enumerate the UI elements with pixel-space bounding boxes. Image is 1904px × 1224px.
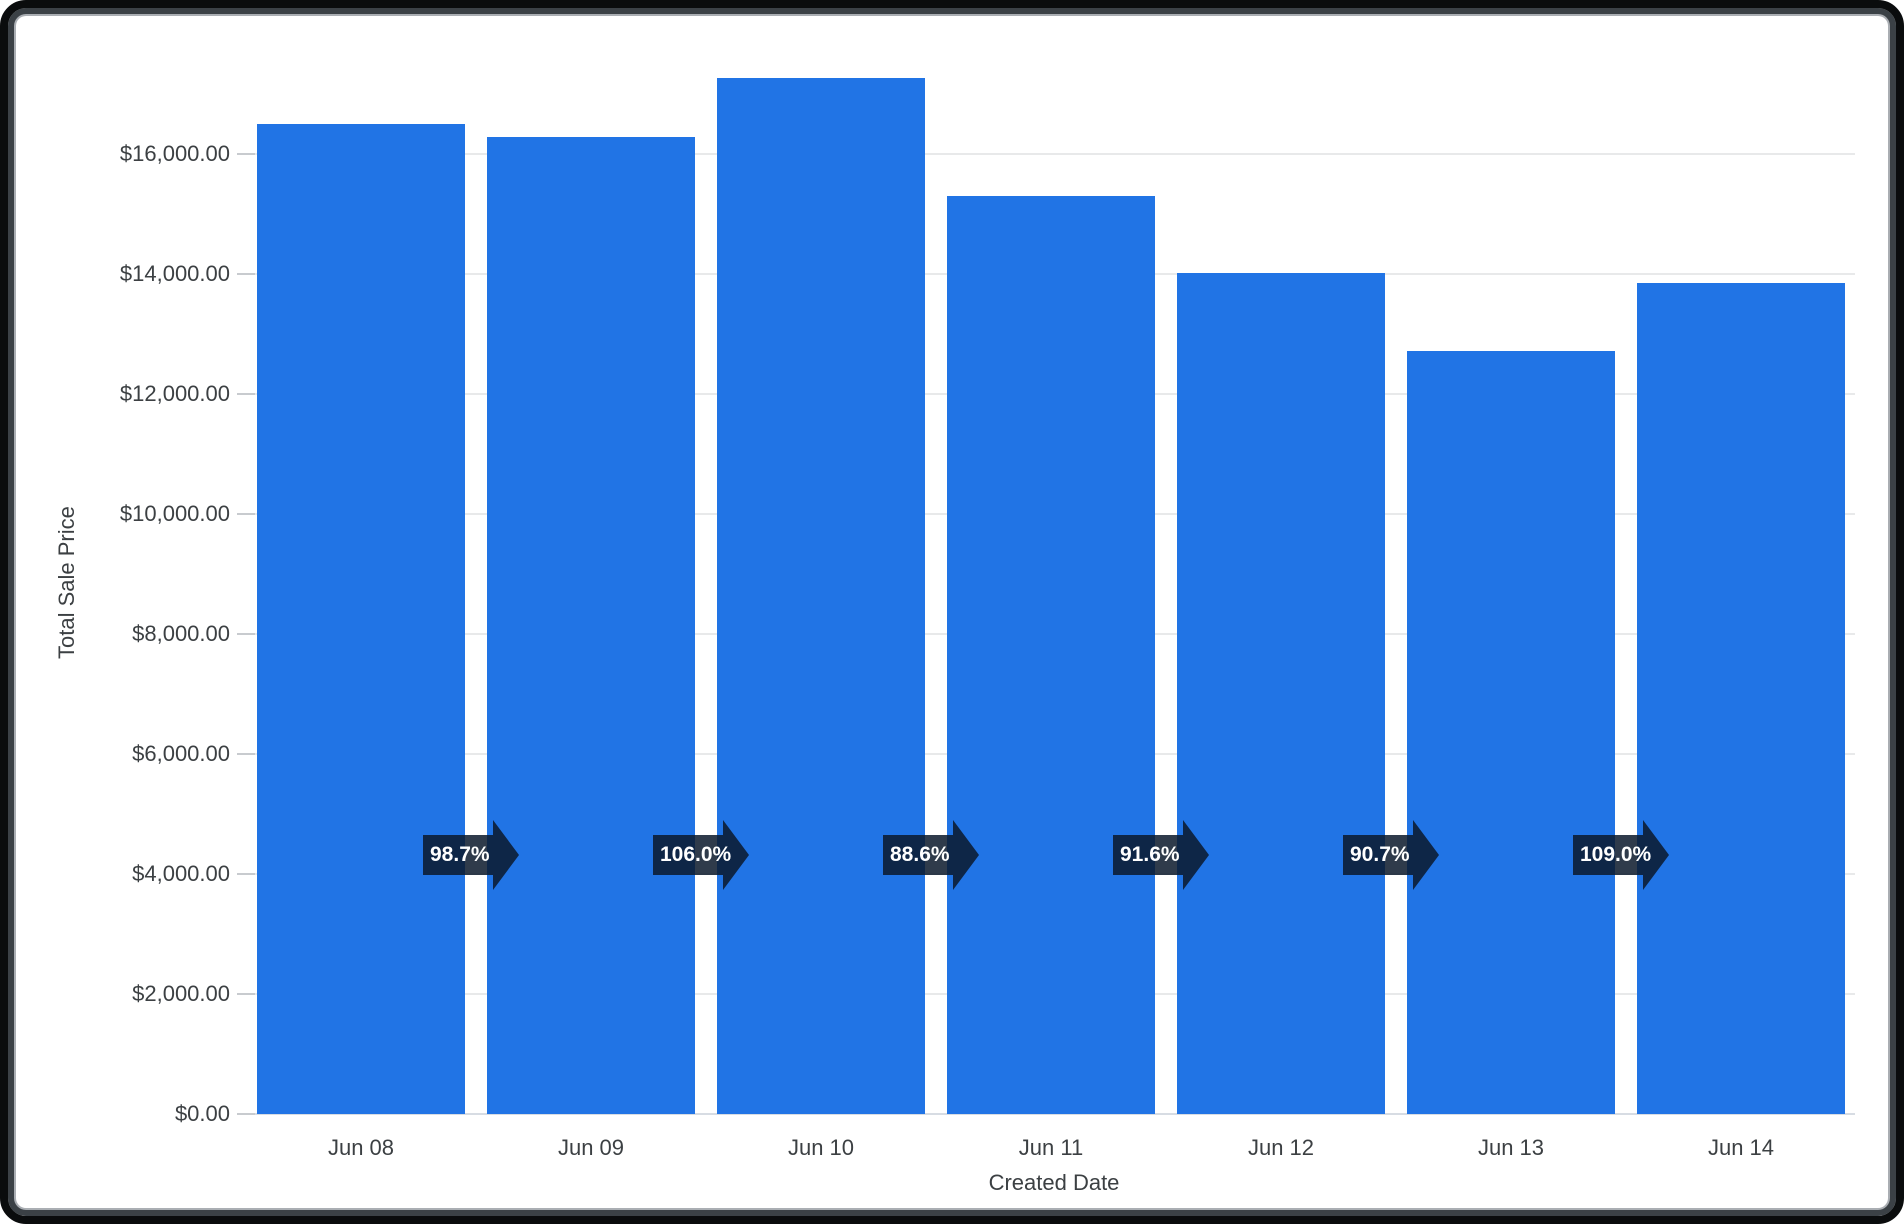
growth-arrow: 90.7%	[1343, 820, 1439, 890]
bar[interactable]	[487, 137, 695, 1114]
growth-arrow-label: 88.6%	[890, 843, 950, 866]
growth-arrow: 98.7%	[423, 820, 519, 890]
y-tick-label: $12,000.00	[119, 381, 230, 406]
x-tick-label: Jun 12	[1247, 1135, 1315, 1160]
growth-arrow-icon	[883, 820, 979, 890]
bar[interactable]	[947, 196, 1155, 1114]
growth-arrow-icon	[1573, 820, 1669, 890]
y-axis-tick-mark	[237, 273, 255, 275]
y-axis-tick-mark	[237, 393, 255, 395]
growth-arrow-icon	[1343, 820, 1439, 890]
y-axis-tick-mark	[237, 633, 255, 635]
y-tick-label: $14,000.00	[119, 261, 230, 286]
x-tick-label: Jun 09	[557, 1135, 625, 1160]
growth-arrow-label: 109.0%	[1580, 843, 1652, 866]
x-tick-label: Jun 10	[787, 1135, 855, 1160]
bar[interactable]	[717, 78, 925, 1114]
y-tick-label: $8,000.00	[132, 621, 230, 646]
growth-arrow: 106.0%	[653, 820, 749, 890]
x-tick-label: Jun 13	[1477, 1135, 1545, 1160]
y-tick-label: $6,000.00	[132, 741, 230, 766]
y-axis-title: Total Sale Price	[54, 506, 79, 660]
bar[interactable]	[1407, 351, 1615, 1114]
gridline	[253, 153, 1855, 155]
x-tick-label: Jun 11	[1018, 1135, 1084, 1160]
growth-arrow-label: 90.7%	[1350, 843, 1410, 866]
bar[interactable]	[257, 124, 465, 1114]
growth-arrow-label: 106.0%	[660, 843, 732, 866]
x-tick-label: Jun 08	[327, 1135, 395, 1160]
bar[interactable]	[1637, 283, 1845, 1114]
y-axis-tick-mark	[237, 873, 255, 875]
y-tick-label: $10,000.00	[119, 501, 230, 526]
y-tick-label: $16,000.00	[119, 141, 230, 166]
growth-arrow-icon	[423, 820, 519, 890]
growth-arrow: 109.0%	[1573, 820, 1669, 890]
y-tick-label: $2,000.00	[132, 981, 230, 1006]
y-axis-tick-mark	[237, 1113, 255, 1115]
x-tick-label: Jun 14	[1707, 1135, 1775, 1160]
y-axis-tick-mark	[237, 513, 255, 515]
y-tick-label: $4,000.00	[132, 861, 230, 886]
y-axis-tick-mark	[237, 153, 255, 155]
growth-arrow: 88.6%	[883, 820, 979, 890]
y-axis-tick-mark	[237, 753, 255, 755]
growth-arrow: 91.6%	[1113, 820, 1209, 890]
growth-arrow-label: 98.7%	[430, 843, 490, 866]
y-tick-label: $0.00	[174, 1101, 230, 1126]
growth-arrow-icon	[1113, 820, 1209, 890]
growth-arrow-icon	[653, 820, 749, 890]
growth-arrow-label: 91.6%	[1120, 843, 1180, 866]
x-axis-baseline	[239, 1113, 1855, 1115]
bar[interactable]	[1177, 273, 1385, 1114]
y-axis-tick-mark	[237, 993, 255, 995]
bar-chart: Total Sale Price Created Date $0.00 $2,00…	[8, 8, 1896, 1216]
x-axis-title: Created Date	[988, 1170, 1120, 1195]
